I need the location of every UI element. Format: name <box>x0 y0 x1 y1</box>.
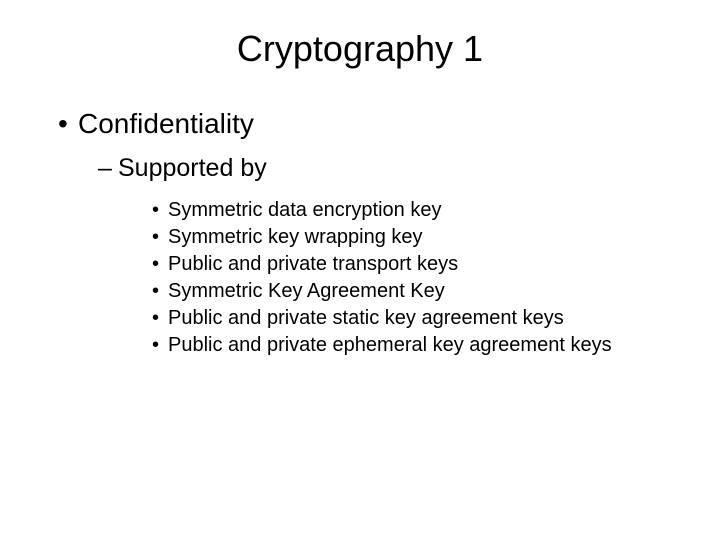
level3-text: Symmetric data encryption key <box>168 199 441 221</box>
bullet-dot-icon: • <box>152 332 168 359</box>
bullet-level3-item: •Public and private ephemeral key agreem… <box>152 332 680 359</box>
slide: Cryptography 1 •Confidentiality –Support… <box>0 0 720 540</box>
bullet-dot-icon: • <box>152 197 168 224</box>
level3-text: Public and private ephemeral key agreeme… <box>168 334 612 356</box>
dash-icon: – <box>98 154 118 183</box>
bullet-level3-item: •Public and private transport keys <box>152 251 680 278</box>
bullet-level3-item: •Symmetric key wrapping key <box>152 224 680 251</box>
bullet-level3-item: •Symmetric data encryption key <box>152 197 680 224</box>
bullet-level2: –Supported by <box>98 154 680 183</box>
level3-text: Public and private transport keys <box>168 253 458 275</box>
level1-text: Confidentiality <box>78 108 254 139</box>
bullet-dot-icon: • <box>152 224 168 251</box>
bullet-dot-icon: • <box>58 108 78 140</box>
bullet-dot-icon: • <box>152 251 168 278</box>
level3-text: Symmetric Key Agreement Key <box>168 280 445 302</box>
level2-text: Supported by <box>118 154 267 182</box>
bullet-dot-icon: • <box>152 305 168 332</box>
level3-text: Symmetric key wrapping key <box>168 226 423 248</box>
bullet-level3-item: •Public and private static key agreement… <box>152 305 680 332</box>
bullet-level3-item: •Symmetric Key Agreement Key <box>152 278 680 305</box>
level3-text: Public and private static key agreement … <box>168 307 564 329</box>
bullet-level1: •Confidentiality <box>58 108 680 140</box>
slide-title: Cryptography 1 <box>40 28 680 70</box>
bullet-dot-icon: • <box>152 278 168 305</box>
